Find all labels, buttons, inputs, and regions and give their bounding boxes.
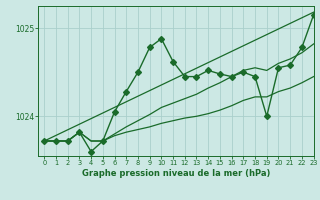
X-axis label: Graphe pression niveau de la mer (hPa): Graphe pression niveau de la mer (hPa) <box>82 169 270 178</box>
